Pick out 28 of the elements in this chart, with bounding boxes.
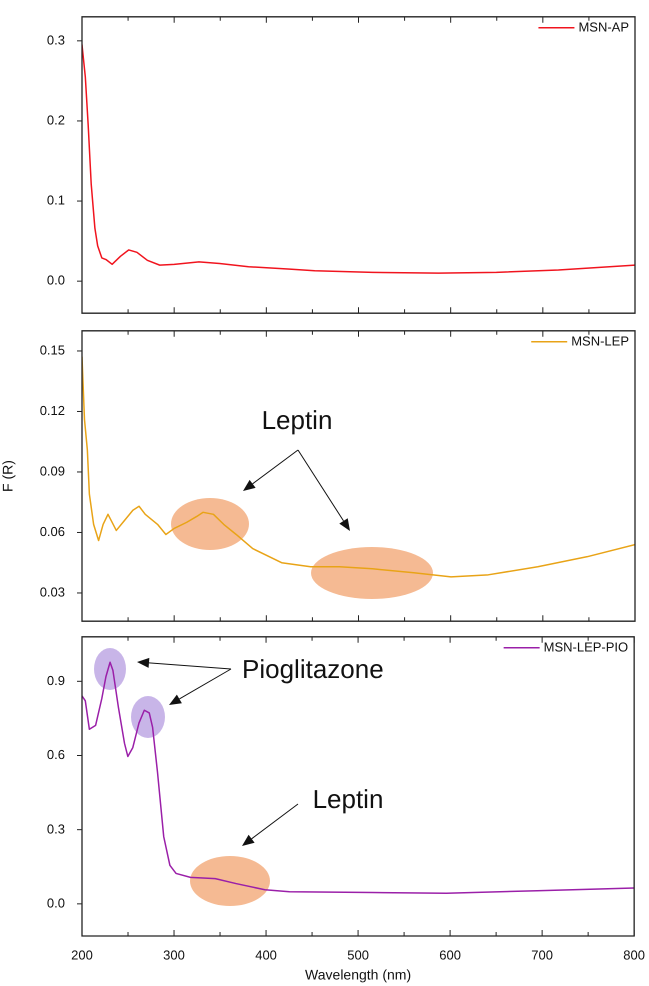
- y-tick-label: 0.09: [40, 464, 65, 479]
- annotation: Leptin: [260, 404, 334, 436]
- y-tick-label: 0.3: [46, 821, 65, 836]
- y-tick-label: 0.2: [46, 112, 65, 128]
- x-tick-label: 600: [439, 947, 461, 962]
- x-tick-label: 500: [347, 947, 369, 962]
- y-tick-label: 0.6: [46, 747, 65, 762]
- text: MSN-LEP-PIO: [544, 639, 628, 654]
- y-tick-label: 0.9: [46, 672, 65, 688]
- y-tick-label: 0.3: [46, 32, 65, 48]
- y-tick-label: 0.1: [46, 192, 65, 208]
- annotation: Leptin: [312, 783, 384, 815]
- y-tick-label: 0.06: [40, 524, 65, 540]
- annotation: Pioglitazone: [242, 653, 385, 685]
- y-axis-title: F (R): [0, 460, 16, 492]
- y-tick-label: 0.15: [40, 342, 65, 358]
- x-tick-label: 700: [531, 947, 553, 962]
- x-tick-label: 800: [623, 947, 646, 962]
- legend-label: MSN-AP: [578, 19, 630, 34]
- x-tick-label: 300: [163, 947, 185, 962]
- x-tick-label: 200: [71, 947, 93, 962]
- legend-label: MSN-LEP: [571, 333, 630, 348]
- x-axis-title: Wavelength (nm): [305, 966, 412, 982]
- y-tick-label: 0.03: [40, 584, 65, 600]
- y-tick-label: 0.12: [40, 403, 65, 418]
- y-tick-label: 0.0: [46, 895, 65, 910]
- y-tick-label: 0.0: [46, 272, 65, 288]
- x-tick-label: 400: [255, 947, 277, 962]
